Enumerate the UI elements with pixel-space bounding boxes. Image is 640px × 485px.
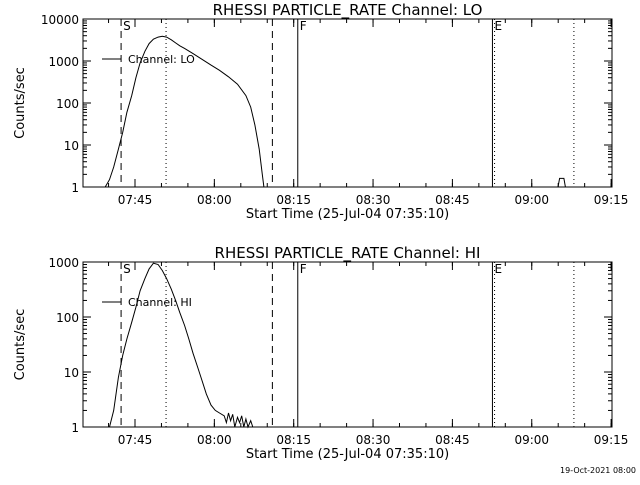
series-line — [104, 35, 265, 188]
x-tick-label: 09:00 — [514, 433, 549, 447]
panel-hi: RHESSI PARTICLE_RATE Channel: HI 07:45 08:… — [13, 244, 628, 462]
chart-title: RHESSI PARTICLE_RATE Channel: LO — [213, 1, 483, 20]
x-tick-label: 08:45 — [435, 433, 470, 447]
y-tick-label: 1000 — [48, 256, 79, 270]
y-tick-label: 10 — [64, 139, 79, 153]
x-tick-label: 09:15 — [594, 433, 629, 447]
y-axis-label: Counts/sec — [13, 67, 28, 139]
event-marker-label: F — [300, 19, 307, 33]
y-tick-label: 1 — [71, 181, 79, 195]
event-marker-label: F — [300, 262, 307, 276]
y-tick-label: 1000 — [48, 55, 79, 69]
footer-timestamp: 19-Oct-2021 08:00 — [560, 466, 636, 475]
y-tick-label: 10000 — [41, 13, 79, 27]
x-axis-label: Start Time (25-Jul-04 07:35:10) — [246, 447, 449, 462]
x-tick-label: 08:30 — [356, 193, 391, 207]
event-marker-label: E — [494, 262, 502, 276]
x-tick-label: 07:45 — [118, 433, 153, 447]
x-tick-label: 08:15 — [276, 193, 311, 207]
event-marker-label: S — [123, 19, 131, 33]
event-marker-label: E — [494, 19, 502, 33]
series-line — [109, 262, 255, 429]
plot-frame — [82, 261, 613, 428]
y-tick-label: 100 — [56, 97, 79, 111]
legend-label: Channel: HI — [128, 296, 192, 309]
x-tick-label: 08:00 — [197, 193, 232, 207]
chart-title: RHESSI PARTICLE_RATE Channel: HI — [215, 244, 481, 263]
x-tick-label: 07:45 — [118, 193, 153, 207]
x-tick-label: 08:00 — [197, 433, 232, 447]
x-tick-label: 08:30 — [356, 433, 391, 447]
x-tick-label: 08:15 — [276, 433, 311, 447]
y-tick-label: 1 — [71, 421, 79, 435]
x-tick-label: 09:00 — [514, 193, 549, 207]
x-tick-label: 09:15 — [594, 193, 629, 207]
x-axis-label: Start Time (25-Jul-04 07:35:10) — [246, 207, 449, 222]
legend-label: Channel: LO — [128, 53, 195, 66]
x-tick-label: 08:45 — [435, 193, 470, 207]
panel-lo: RHESSI PARTICLE_RATE Channel: LO 07:45 08:… — [13, 1, 628, 222]
series-line — [557, 177, 566, 188]
event-marker-label: S — [123, 262, 131, 276]
y-axis-label: Counts/sec — [13, 309, 28, 381]
y-tick-label: 10 — [64, 366, 79, 380]
y-tick-label: 100 — [56, 311, 79, 325]
